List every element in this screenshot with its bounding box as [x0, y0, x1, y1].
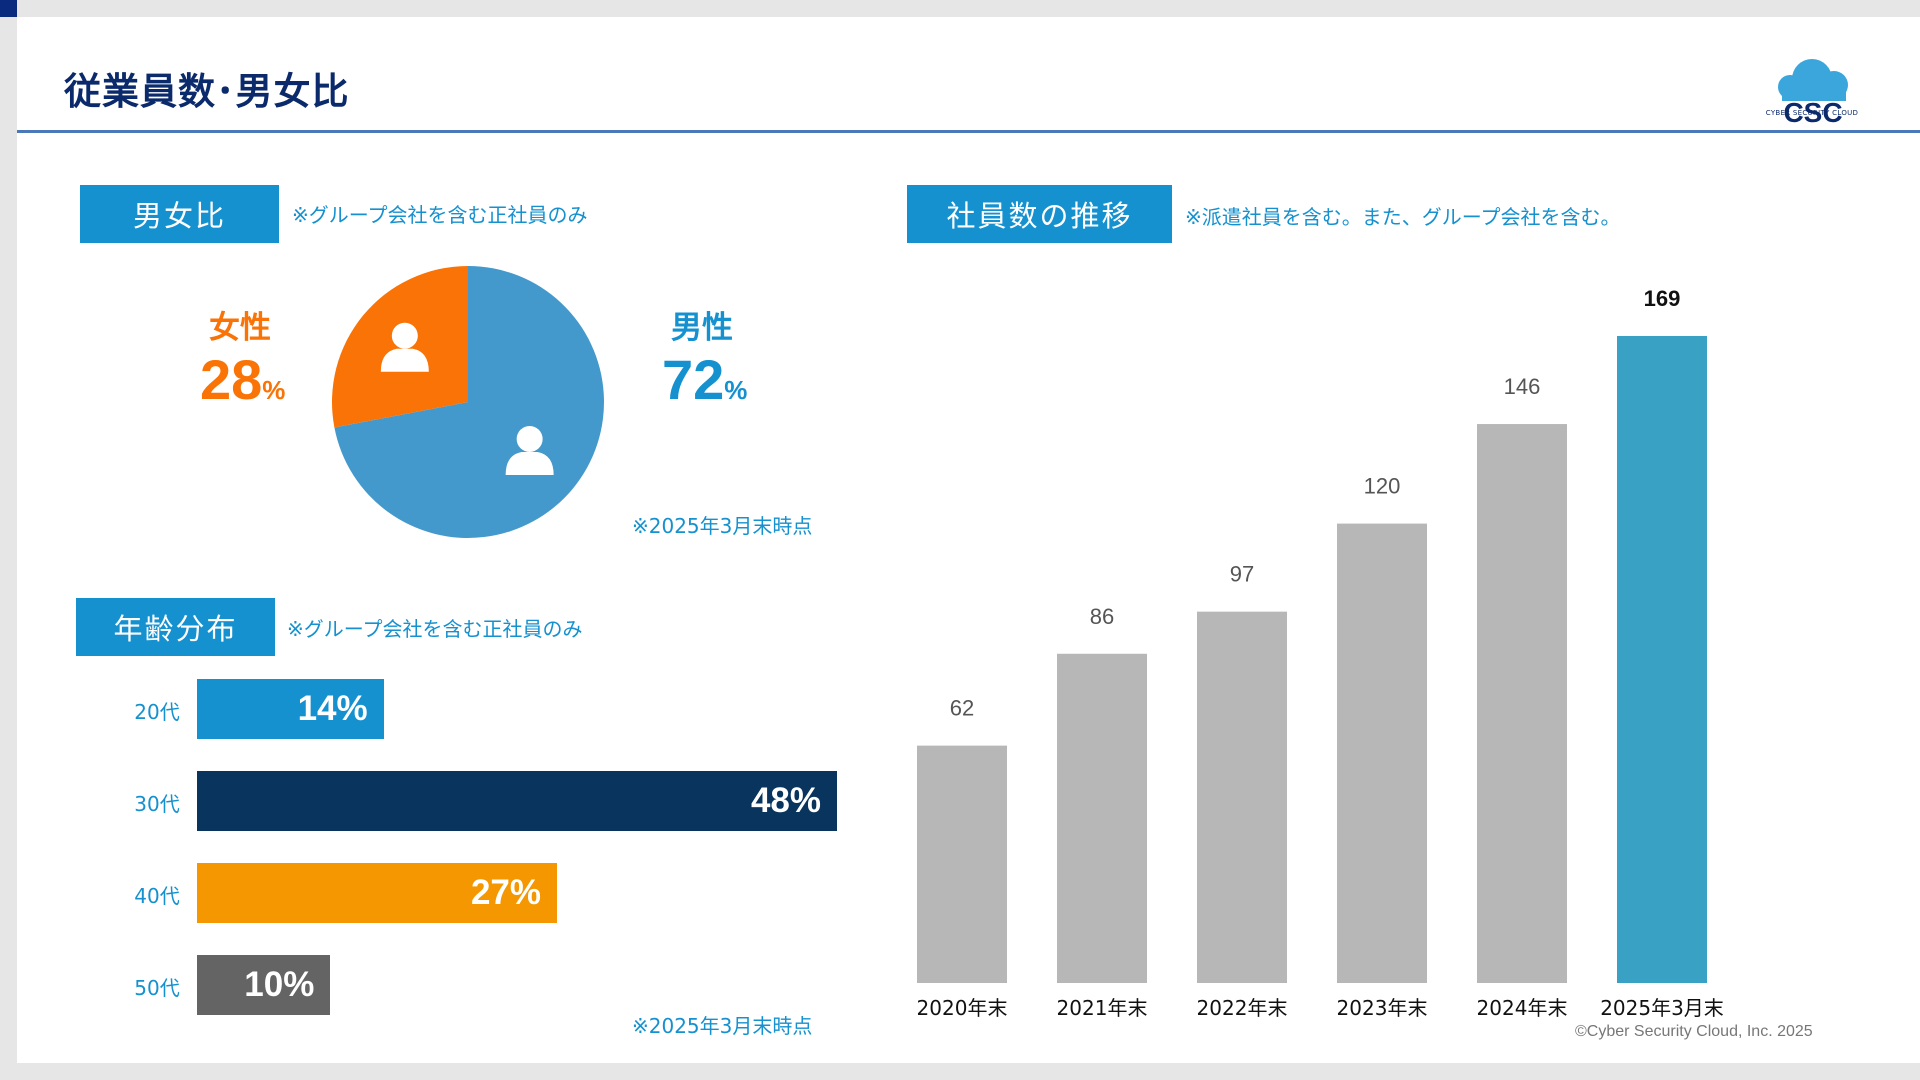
headcount-bar — [1057, 653, 1147, 983]
age-row-label: 20代 — [134, 700, 180, 724]
headcount-bar-value: 120 — [1364, 474, 1401, 499]
cloud-logo-icon: CSC — [1778, 59, 1848, 128]
headcount-bar — [1617, 336, 1707, 983]
age-bar: 10% — [197, 955, 331, 1015]
age-bar-value: 27% — [470, 873, 541, 912]
female-percent: 28% — [200, 347, 285, 412]
headcount-bar-chart: 62 2020年末 86 2021年末 97 2022年末 120 2023年末 146 2024… — [917, 286, 1724, 1020]
gender-as-of-note: ※2025年3月末時点 — [632, 514, 813, 538]
copyright: ©Cyber Security Cloud, Inc. 2025 — [1575, 1023, 1813, 1040]
headcount-category-label: 2020年末 — [917, 996, 1007, 1020]
headcount-bar-value: 62 — [950, 696, 974, 721]
age-row-label: 50代 — [134, 976, 180, 1000]
corner-accent — [0, 0, 17, 17]
headcount-bar — [1197, 611, 1287, 983]
age-row-label: 30代 — [134, 792, 180, 816]
headcount-bar-value: 169 — [1644, 286, 1681, 311]
female-person-icon — [380, 322, 429, 372]
page-title: 従業員数･男女比 — [64, 70, 350, 113]
male-person-icon — [505, 425, 554, 475]
headcount-note: ※派遣社員を含む。また、グループ会社を含む。 — [1185, 205, 1621, 229]
age-bar-value: 14% — [297, 689, 368, 728]
age-note: ※グループ会社を含む正社員のみ — [287, 617, 583, 641]
headcount-bar-value: 146 — [1504, 374, 1541, 399]
age-bar: 27% — [197, 863, 557, 923]
age-bar-value: 10% — [244, 965, 315, 1004]
headcount-category-label: 2025年3月末 — [1600, 996, 1724, 1020]
male-percent-value: 72 — [662, 348, 725, 411]
gender-pie-chart — [332, 266, 604, 538]
logo-subtext: CYBER SECURITY CLOUD — [1765, 109, 1859, 117]
logo-lettering: CSC — [1783, 97, 1842, 128]
headcount-category-label: 2023年末 — [1337, 996, 1428, 1020]
age-row-label: 40代 — [134, 884, 180, 908]
headcount-bar-value: 97 — [1230, 562, 1254, 587]
slide: 従業員数･男女比 CSC CYBER SECURITY CLOUD 男女比 ※グ… — [17, 17, 1920, 1063]
age-as-of-note: ※2025年3月末時点 — [632, 1014, 813, 1038]
age-bar: 14% — [197, 679, 384, 739]
gender-note: ※グループ会社を含む正社員のみ — [292, 203, 588, 227]
male-percent-unit: % — [724, 375, 748, 405]
headcount-bar — [917, 745, 1007, 983]
female-percent-value: 28 — [200, 348, 263, 411]
headcount-category-label: 2021年末 — [1057, 996, 1148, 1020]
gender-section-label: 男女比 — [80, 185, 279, 243]
male-percent: 72% — [662, 347, 747, 412]
male-label: 男性 — [671, 310, 733, 346]
female-percent-unit: % — [262, 375, 286, 405]
headcount-bar — [1337, 523, 1427, 983]
title-divider — [17, 130, 1920, 133]
age-bar-value: 48% — [750, 781, 821, 820]
headcount-category-label: 2024年末 — [1477, 996, 1568, 1020]
age-section-label: 年齢分布 — [76, 598, 275, 656]
age-bar: 48% — [197, 771, 837, 831]
headcount-bar — [1477, 424, 1567, 984]
female-label: 女性 — [209, 310, 271, 346]
headcount-category-label: 2022年末 — [1197, 996, 1288, 1020]
headcount-section-label: 社員数の推移 — [907, 185, 1172, 243]
headcount-bar-value: 86 — [1090, 604, 1114, 629]
